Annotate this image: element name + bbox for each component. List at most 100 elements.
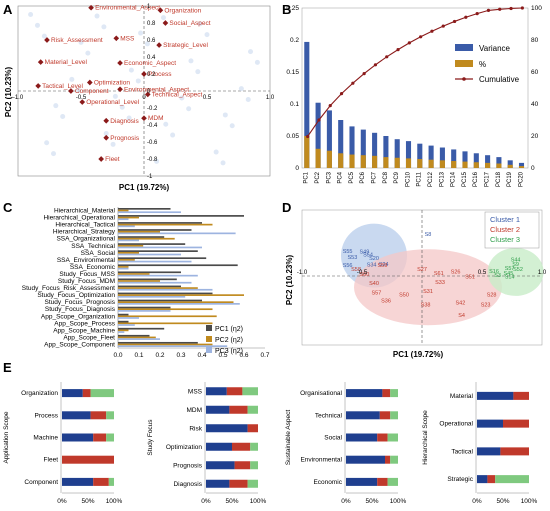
category-label: SSA_Environmental: [57, 257, 116, 264]
sample-label: S34: [367, 262, 377, 268]
stacked-bar-segment: [247, 424, 258, 433]
eta-bar: [118, 315, 217, 318]
x-tick-label: 100%: [390, 498, 407, 505]
y2-tick-label: 40: [531, 101, 539, 108]
percent-bar: [315, 148, 321, 168]
sample-label: S58: [351, 267, 361, 273]
legend-swatch: [206, 325, 212, 331]
point-label: Diagnosis: [110, 118, 139, 125]
eta-bar: [118, 324, 135, 326]
stacked-bar-segment: [495, 475, 529, 484]
eta-bar: [118, 331, 125, 333]
eta-bar: [118, 251, 139, 254]
point-label: Organization: [164, 7, 201, 14]
category-label: Technical: [315, 412, 343, 419]
sample-label: S49: [360, 250, 370, 256]
stacked-bar-segment: [346, 477, 378, 486]
x-tick-label: 0%: [472, 498, 482, 505]
stacked-bar-segment: [232, 442, 251, 451]
panel-label-b: B: [282, 2, 291, 17]
legend-swatch: [455, 44, 473, 51]
legend-swatch: [206, 347, 212, 353]
y-tick-label: 0.8: [147, 21, 156, 27]
x-tick-label: 0.7: [260, 352, 269, 359]
background-dot: [197, 21, 203, 27]
y-tick-label: -0.4: [147, 123, 158, 129]
background-dot: [28, 12, 34, 17]
x-tick-label: PC13: [439, 171, 445, 187]
category-label: Hierarchical_Tactical: [55, 222, 115, 229]
sample-label: S38: [421, 303, 431, 309]
background-dot: [186, 106, 192, 112]
stacked-bar-segment: [62, 477, 94, 486]
x-tick-label: 0.2: [155, 352, 164, 359]
stacked-bar-segment: [106, 411, 114, 420]
percent-bar: [451, 160, 457, 168]
panel-label-c: C: [3, 200, 13, 215]
cumulative-marker: [452, 19, 457, 24]
stacked-bar-segment: [477, 391, 514, 400]
cumulative-marker: [464, 15, 468, 19]
category-label: Risk: [189, 425, 202, 432]
category-label: App_Scope_Process: [54, 320, 115, 327]
data-point: [68, 88, 74, 94]
eta-bar: [118, 232, 236, 235]
eta-bar: [118, 334, 150, 337]
percent-bar: [473, 162, 479, 168]
x-tick-label: -0.5: [357, 270, 368, 276]
variance-bar: [349, 126, 355, 168]
stacked-bar-segment: [390, 389, 398, 398]
eta-bar: [118, 281, 192, 284]
percent-bar: [496, 163, 502, 168]
category-label: Environmental: [300, 457, 342, 464]
group-title: Sustainable Aspect: [285, 410, 292, 465]
eta-bar: [118, 327, 165, 330]
percent-bar: [383, 157, 389, 168]
category-label: Hierarchical_Material: [54, 208, 116, 215]
eta-bar: [118, 237, 175, 240]
background-dot: [69, 76, 75, 82]
sample-label: S8: [425, 232, 432, 238]
y-tick-label: 0.2: [290, 37, 299, 44]
category-label: Tactical: [451, 448, 473, 455]
category-label: SSA_Social: [81, 250, 116, 257]
eta-bar: [118, 313, 129, 316]
sample-label: S59: [378, 263, 388, 269]
sample-label: S14: [505, 275, 515, 281]
data-point: [144, 91, 151, 98]
cumulative-marker: [362, 72, 366, 76]
category-label: SSA_Technical: [71, 243, 115, 250]
cumulative-marker: [317, 118, 321, 122]
sample-label: S57: [372, 290, 382, 296]
stacked-bar-segment: [247, 479, 258, 488]
stacked-bar-segment: [206, 405, 230, 414]
sample-label: S27: [417, 267, 427, 273]
sample-label: S4: [458, 313, 465, 319]
stacked-bar-segment: [346, 455, 385, 464]
x-tick-label: -1.0: [297, 270, 308, 276]
y-axis-title: PC2 (10.23%): [4, 67, 13, 118]
eta-bar: [118, 229, 192, 231]
cumulative-marker: [430, 29, 434, 33]
background-dot: [163, 121, 169, 127]
cumulative-marker: [419, 35, 423, 39]
point-label: Component: [75, 88, 109, 95]
x-tick-label: PC4: [338, 171, 344, 183]
sample-label: S23: [481, 303, 491, 309]
x-tick-label: 50%: [81, 498, 94, 505]
stacked-bar-segment: [503, 419, 529, 428]
sample-label: S9: [512, 262, 519, 268]
x-tick-label: PC17: [484, 171, 490, 187]
x-tick-label: 0.5: [478, 270, 487, 276]
variance-bar: [428, 145, 434, 168]
point-label: Strategic_Level: [163, 42, 208, 49]
x-tick-label: PC6: [360, 171, 366, 183]
category-label: Optimization: [166, 444, 203, 451]
percent-bar: [462, 161, 468, 168]
percent-bar: [518, 166, 525, 168]
data-point: [141, 71, 147, 77]
point-label: Fleet: [105, 156, 120, 163]
stacked-bar-segment: [206, 424, 248, 433]
eta-bar: [118, 264, 238, 267]
legend-label: Cumulative: [479, 75, 520, 84]
